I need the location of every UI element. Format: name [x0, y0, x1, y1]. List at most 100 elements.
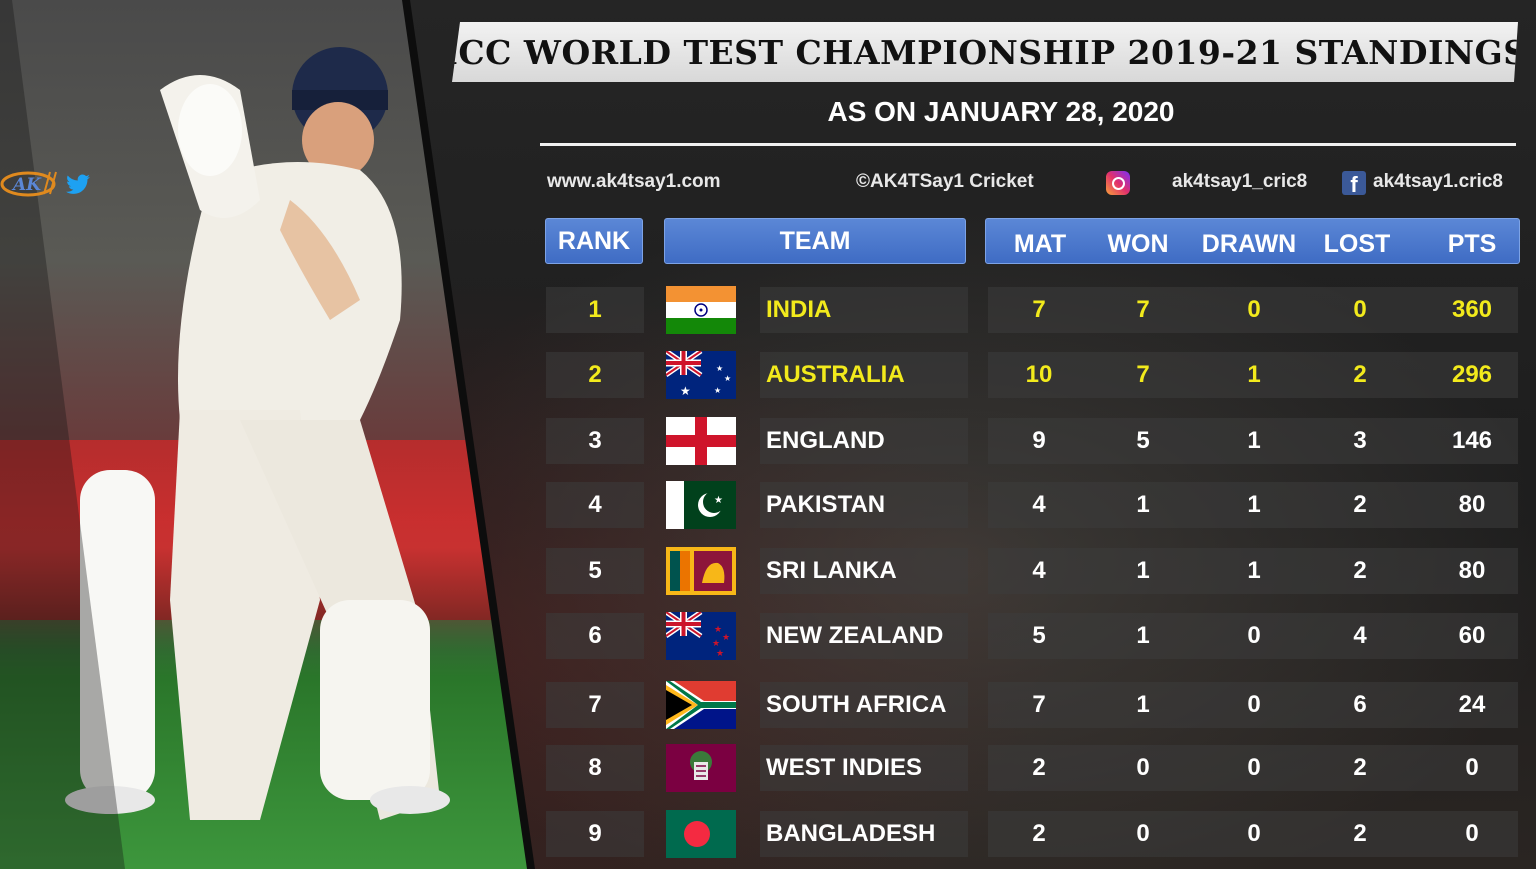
drawn-value: 1	[1247, 557, 1261, 584]
svg-text:★: ★	[716, 649, 724, 659]
stats-cell	[988, 418, 1518, 464]
table-row: 4 ★ PAKISTAN 4 1 1 2 80	[0, 481, 1536, 529]
team-name: SOUTH AFRICA	[766, 691, 947, 718]
rank-cell	[546, 745, 644, 791]
stats-cell	[988, 548, 1518, 594]
svg-text:★: ★	[716, 364, 723, 373]
lost-value: 2	[1353, 361, 1367, 388]
facebook-handle[interactable]: ak4tsay1.cric8	[1373, 171, 1503, 192]
social-handle[interactable]: ak4tsay1_cric8	[1172, 171, 1308, 192]
lost-value: 4	[1353, 622, 1367, 649]
england-flag	[666, 417, 736, 465]
stats-cell	[988, 352, 1518, 398]
rank-cell	[546, 287, 644, 333]
pakistan-flag: ★	[666, 481, 736, 529]
title-bar: ICC WORLD TEST CHAMPIONSHIP 2019-21 STAN…	[452, 22, 1518, 82]
drawn-value: 0	[1247, 691, 1261, 718]
mat-value: 2	[1032, 754, 1046, 781]
lost-value: 2	[1353, 754, 1367, 781]
lost-value: 6	[1353, 691, 1367, 718]
rank-value: 5	[588, 557, 602, 584]
team-name: SRI LANKA	[766, 557, 897, 584]
team-name: NEW ZEALAND	[766, 622, 944, 649]
stats-cell	[988, 745, 1518, 791]
drawn-header-label: DRAWN	[1201, 230, 1297, 258]
pts-value: 0	[1465, 754, 1479, 781]
stats-cell	[988, 482, 1518, 528]
team-name: AUSTRALIA	[766, 361, 905, 388]
rank-value: 3	[588, 427, 602, 454]
drawn-value: 0	[1247, 622, 1261, 649]
rank-cell	[546, 352, 644, 398]
won-value: 0	[1136, 754, 1150, 781]
rank-value: 9	[588, 820, 602, 847]
svg-text:★: ★	[714, 386, 721, 395]
twitter-icon[interactable]	[65, 172, 91, 198]
team-cell	[760, 418, 968, 464]
svg-text:★: ★	[712, 639, 720, 649]
india-flag	[666, 286, 736, 334]
rank-cell	[546, 613, 644, 659]
table-row: 9 BANGLADESH 2 0 0 2 0	[0, 810, 1536, 858]
drawn-value: 1	[1247, 427, 1261, 454]
drawn-value: 0	[1247, 820, 1261, 847]
table-row: 7 SOUTH AFRICA 7 1 0 6 24	[0, 681, 1536, 729]
rank-value: 8	[588, 754, 602, 781]
pts-header-label: PTS	[1447, 230, 1497, 258]
won-value: 1	[1136, 622, 1150, 649]
south-africa-flag	[666, 681, 736, 729]
rank-cell	[546, 682, 644, 728]
table-row: 1 INDIA 7 7 0 0 360	[0, 286, 1536, 334]
mat-value: 5	[1032, 622, 1046, 649]
team-cell	[760, 811, 968, 857]
won-value: 1	[1136, 557, 1150, 584]
australia-flag: ★ ★ ★ ★	[666, 351, 736, 399]
team-name: BANGLADESH	[766, 820, 936, 847]
lost-header-label: LOST	[1323, 230, 1391, 258]
date-subtitle: AS ON JANUARY 28, 2020	[827, 96, 1175, 127]
rank-value: 2	[588, 361, 602, 388]
lost-value: 2	[1353, 491, 1367, 518]
stats-cell	[988, 287, 1518, 333]
mat-value: 10	[1025, 361, 1053, 388]
lost-value: 2	[1353, 557, 1367, 584]
pts-value: 80	[1458, 557, 1486, 584]
instagram-icon[interactable]	[1106, 171, 1130, 195]
rank-cell	[546, 482, 644, 528]
lost-value: 2	[1353, 820, 1367, 847]
mat-header-label: MAT	[1013, 230, 1067, 258]
team-cell	[760, 682, 968, 728]
rank-value: 7	[588, 691, 602, 718]
svg-text:★: ★	[724, 374, 731, 383]
stats-cell	[988, 613, 1518, 659]
mat-value: 7	[1032, 296, 1046, 323]
pts-value: 146	[1451, 427, 1493, 454]
divider-line	[540, 143, 1516, 146]
team-cell	[760, 548, 968, 594]
team-name: PAKISTAN	[766, 491, 886, 518]
table-row: 2 ★ ★ ★ ★ AUSTRALIA 10 7 1 2 296	[0, 351, 1536, 399]
won-value: 1	[1136, 491, 1150, 518]
won-value: 7	[1136, 361, 1150, 388]
rank-value: 4	[588, 491, 602, 518]
rank-header-label: RANK	[557, 226, 631, 255]
svg-text:AK: AK	[11, 175, 42, 195]
batsman-illustration	[65, 47, 450, 820]
drawn-value: 0	[1247, 296, 1261, 323]
svg-text:★: ★	[714, 625, 722, 635]
pts-value: 24	[1458, 691, 1486, 718]
mat-value: 2	[1032, 820, 1046, 847]
facebook-icon[interactable]: f	[1342, 171, 1366, 197]
won-value: 0	[1136, 820, 1150, 847]
brand-logo-icon: AK	[0, 171, 57, 197]
website-link[interactable]: www.ak4tsay1.com	[547, 171, 721, 192]
team-name: WEST INDIES	[766, 754, 923, 781]
pts-value: 0	[1465, 820, 1479, 847]
brand-name: ©AK4TSay1 Cricket	[856, 171, 1034, 192]
rank-cell	[546, 811, 644, 857]
rank-value: 6	[588, 622, 602, 649]
drawn-value: 0	[1247, 754, 1261, 781]
mat-value: 4	[1032, 557, 1046, 584]
mat-value: 4	[1032, 491, 1046, 518]
mat-value: 9	[1032, 427, 1046, 454]
